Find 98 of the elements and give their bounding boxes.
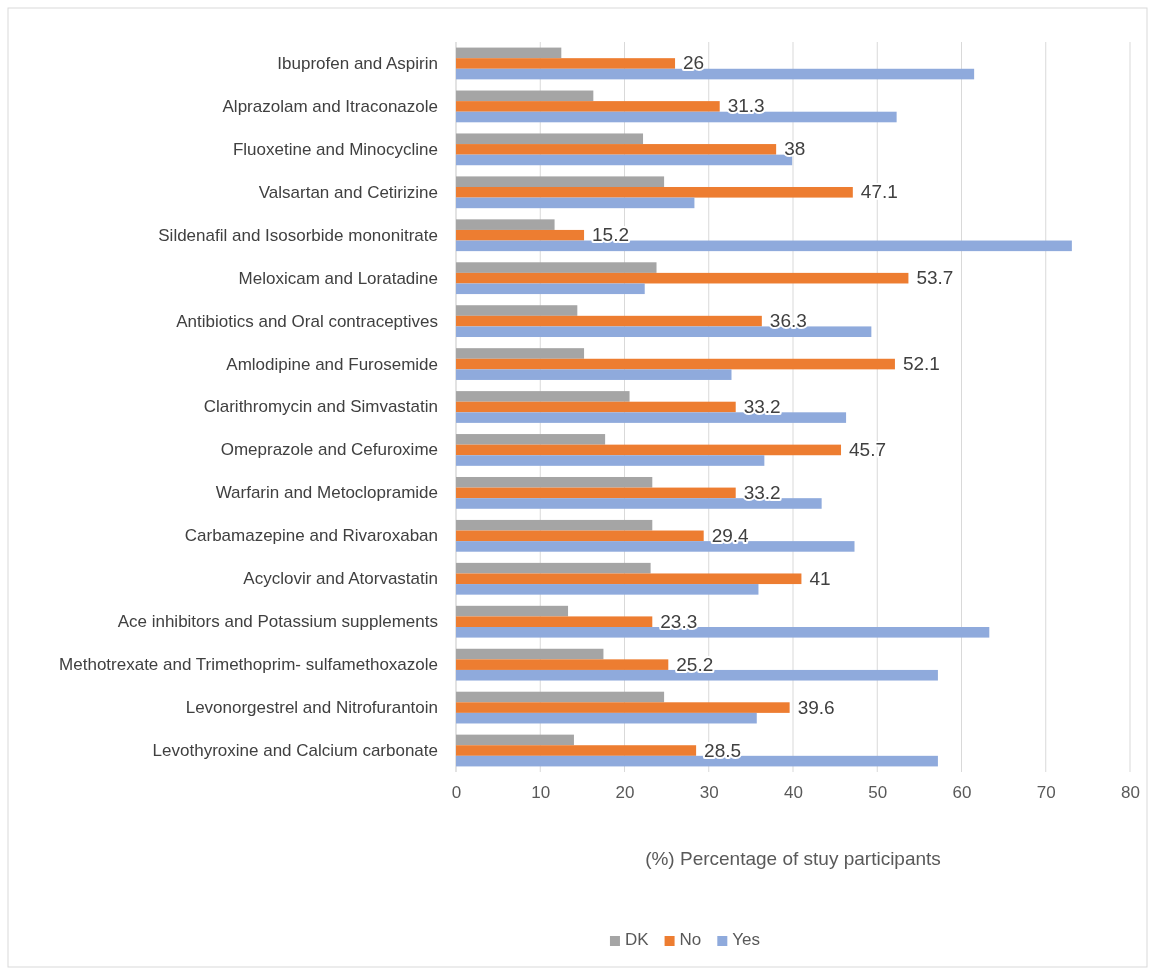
y-tick-label: Methotrexate and Trimethoprim- sulfamethoxazole <box>59 655 438 675</box>
bar <box>456 348 585 359</box>
bar <box>456 326 872 338</box>
x-tick-label: 30 <box>699 783 719 803</box>
bar <box>456 197 695 209</box>
legend-label: Yes <box>732 930 761 949</box>
bar <box>456 68 975 80</box>
bar <box>456 605 569 617</box>
data-label: 36.3 <box>769 310 807 332</box>
data-label: 26 <box>683 52 705 74</box>
bar <box>456 434 606 445</box>
y-tick-label: Amlodipine and Furosemide <box>226 354 438 374</box>
bar <box>456 283 645 295</box>
bar <box>456 272 909 284</box>
y-tick-label: Acyclovir and Atorvastatin <box>243 569 438 589</box>
bar <box>456 444 842 456</box>
x-tick-label: 20 <box>615 783 635 803</box>
bar <box>456 584 759 595</box>
bar <box>456 240 1072 252</box>
bar <box>456 358 895 370</box>
legend-label: DK <box>624 930 650 949</box>
bar <box>456 476 653 488</box>
data-label: 29.4 <box>711 524 750 546</box>
bar <box>456 659 669 670</box>
data-label: 25.2 <box>676 653 714 675</box>
bar <box>456 187 853 198</box>
data-label: 39.6 <box>797 696 835 718</box>
x-tick-label: 0 <box>451 783 462 803</box>
bar <box>456 616 653 627</box>
bar <box>456 627 990 638</box>
y-tick-label: Warfarin and Metoclopramide <box>215 483 438 503</box>
bar <box>456 648 604 660</box>
x-axis-title: (%) Percentage of stuy participants <box>645 848 941 869</box>
y-tick-label: Levothyroxine and Calcium carbonate <box>152 740 438 760</box>
bar <box>456 111 897 123</box>
bar <box>456 315 762 327</box>
data-label: 52.1 <box>902 353 940 375</box>
bar <box>456 401 736 413</box>
y-tick-label: Meloxicam and Loratadine <box>238 268 438 288</box>
data-label: 33.2 <box>743 396 781 417</box>
bar <box>456 305 578 316</box>
bar <box>456 144 777 155</box>
y-tick-label: Fluoxetine and Minocycline <box>232 139 438 159</box>
bar <box>456 669 938 681</box>
data-label: 47.1 <box>860 181 898 203</box>
x-tick-label: 50 <box>868 783 888 803</box>
bar <box>456 562 651 574</box>
data-label: 33.2 <box>743 481 781 503</box>
bar <box>456 755 938 767</box>
legend-label: No <box>679 930 702 949</box>
y-tick-label: Valsartan and Cetirizine <box>258 182 438 202</box>
bar <box>456 487 736 499</box>
bar <box>456 133 644 145</box>
bar <box>456 101 720 112</box>
bar <box>456 176 665 187</box>
bar <box>456 498 822 509</box>
bar <box>456 229 585 241</box>
y-tick-label: Carbamazepine and Rivaroxaban <box>184 526 438 546</box>
bar <box>456 712 757 724</box>
y-tick-label: Antibiotics and Oral contraceptives <box>176 311 438 331</box>
data-label: 15.2 <box>592 224 630 246</box>
x-tick-label: 10 <box>531 783 551 803</box>
bar <box>456 745 697 756</box>
bar <box>456 455 765 466</box>
bar <box>456 691 665 703</box>
data-label: 38 <box>784 138 806 160</box>
y-tick-label: Sildenafil and Isosorbide mononitrate <box>158 225 438 245</box>
x-tick-label: 40 <box>784 783 803 803</box>
data-label: 28.5 <box>704 739 742 761</box>
x-tick-label: 80 <box>1121 783 1140 803</box>
bar <box>456 530 704 542</box>
bar <box>456 573 802 585</box>
bar <box>456 47 562 59</box>
data-label: 41 <box>809 567 831 589</box>
y-tick-label: Omeprazole and Cefuroxime <box>220 440 438 460</box>
y-tick-label: Ibuprofen and Aspirin <box>277 53 438 73</box>
bar <box>456 391 630 402</box>
y-tick-label: Ace inhibitors and Potassium supplements <box>117 612 438 632</box>
data-label: 31.3 <box>727 95 765 117</box>
bar <box>456 369 732 380</box>
y-tick-label: Levonorgestrel and Nitrofurantoin <box>185 698 438 718</box>
bar <box>456 702 790 713</box>
y-tick-label: Clarithromycin and Simvastatin <box>203 397 438 417</box>
bar <box>456 262 657 273</box>
bar <box>456 58 676 69</box>
y-tick-label: Alprazolam and Itraconazole <box>222 96 438 116</box>
bar <box>456 154 793 166</box>
bar <box>456 519 653 531</box>
data-label: 45.7 <box>849 438 887 460</box>
bar <box>456 219 555 230</box>
bar <box>456 734 574 746</box>
bar <box>456 412 847 423</box>
data-label: 53.7 <box>916 267 954 289</box>
x-tick-label: 60 <box>952 783 972 803</box>
bar <box>456 541 855 552</box>
x-tick-label: 70 <box>1036 783 1056 803</box>
bar <box>456 90 594 102</box>
data-label: 23.3 <box>660 610 698 632</box>
